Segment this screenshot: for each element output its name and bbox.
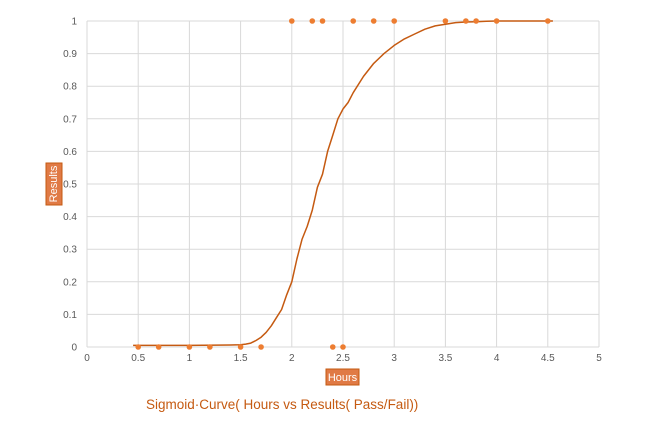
- data-point: [207, 344, 213, 350]
- y-axis-title-text: Results: [48, 165, 60, 202]
- gridlines: [86, 20, 600, 348]
- y-tick-label: 0.2: [63, 277, 77, 288]
- x-tick-label: 3.5: [438, 353, 452, 364]
- x-tick-label: 0: [84, 353, 90, 364]
- x-tick-label: 1.5: [234, 353, 248, 364]
- data-points-series: [135, 18, 551, 350]
- x-tick-labels: 0 0.5 1 1.5 2 2.5 3 3.5 4 4.5 5: [84, 353, 602, 364]
- x-tick-label: 1: [187, 353, 193, 364]
- y-tick-label: 0.6: [63, 147, 77, 158]
- data-point: [391, 18, 398, 24]
- data-point: [258, 344, 264, 350]
- y-tick-label: 0.4: [63, 212, 77, 223]
- chart-caption: Sigmoid·Curve( Hours vs Results( Pass/Fa…: [146, 397, 418, 412]
- x-axis-title-box: [325, 368, 360, 386]
- data-point: [545, 18, 551, 24]
- y-tick-label: 0.3: [63, 245, 77, 256]
- x-tick-label: 0.5: [131, 353, 145, 364]
- x-axis-title-text: Hours: [328, 372, 358, 384]
- y-axis-title: Results: [45, 162, 63, 206]
- data-point: [237, 344, 244, 350]
- y-tick-label: 1: [71, 17, 77, 28]
- data-point: [309, 18, 316, 24]
- data-point: [340, 344, 346, 350]
- data-point: [155, 344, 162, 350]
- x-tick-label: 2.5: [336, 353, 350, 364]
- data-point: [473, 18, 479, 24]
- y-tick-label: 0.5: [63, 180, 77, 191]
- data-point: [289, 18, 295, 24]
- x-tick-label: 4.5: [541, 353, 555, 364]
- y-axis-title-box: [45, 162, 63, 206]
- data-point: [329, 344, 336, 350]
- data-point: [135, 344, 141, 350]
- data-point: [370, 18, 377, 24]
- data-point: [186, 344, 193, 350]
- data-point: [350, 18, 357, 24]
- y-tick-labels: 0 0.1 0.2 0.3 0.4 0.5 0.6 0.7 0.8 0.9 1: [63, 17, 77, 354]
- y-tick-label: 0.1: [63, 310, 77, 321]
- x-tick-label: 3: [391, 353, 397, 364]
- x-tick-label: 5: [596, 353, 602, 364]
- data-point: [319, 18, 326, 24]
- y-tick-label: 0: [71, 343, 77, 354]
- y-tick-label: 0.8: [63, 82, 77, 93]
- y-tick-label: 0.7: [63, 114, 77, 125]
- data-point: [493, 18, 500, 24]
- y-tick-label: 0.9: [63, 49, 77, 60]
- sigmoid-curve-line: [133, 20, 553, 347]
- x-axis-title: Hours: [325, 368, 360, 386]
- x-tick-label: 2: [289, 353, 295, 364]
- data-point: [442, 18, 449, 24]
- x-tick-label: 4: [494, 353, 500, 364]
- sigmoid-curve-series: [133, 20, 553, 347]
- data-point: [463, 18, 469, 24]
